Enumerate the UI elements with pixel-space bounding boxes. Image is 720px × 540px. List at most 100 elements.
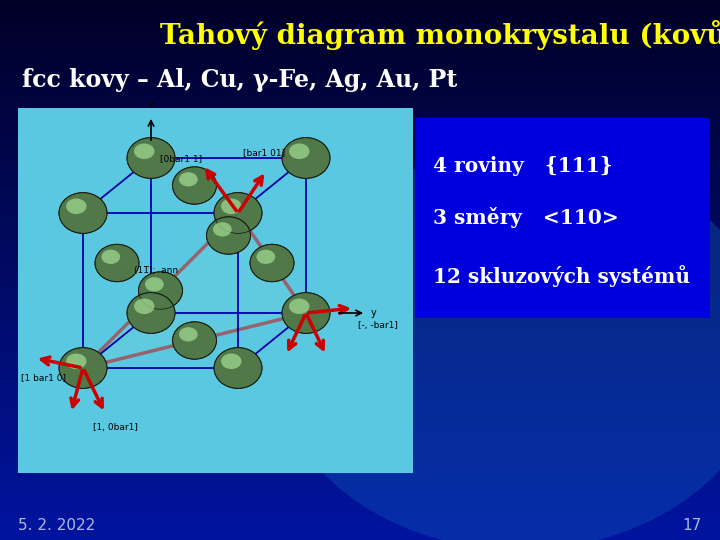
- Ellipse shape: [134, 144, 155, 159]
- Bar: [0, 313, 720, 319]
- Bar: [0, 270, 720, 275]
- Bar: [0, 275, 720, 281]
- Bar: [0, 454, 720, 459]
- Bar: [0, 329, 720, 335]
- Bar: [0, 221, 720, 227]
- Bar: [0, 432, 720, 437]
- Bar: [0, 367, 720, 373]
- Ellipse shape: [179, 172, 198, 186]
- Bar: [0, 297, 720, 302]
- Bar: [0, 211, 720, 216]
- Ellipse shape: [127, 138, 175, 178]
- Text: y: y: [371, 308, 377, 318]
- Bar: [0, 351, 720, 356]
- Bar: [0, 130, 720, 135]
- Bar: [0, 427, 720, 432]
- Bar: [0, 373, 720, 378]
- Bar: [0, 362, 720, 367]
- Ellipse shape: [173, 322, 217, 359]
- Bar: [0, 146, 720, 151]
- Bar: [0, 86, 720, 92]
- Text: 12 skluzových systémů: 12 skluzových systémů: [433, 265, 690, 287]
- Text: 4 roviny   {111}: 4 roviny {111}: [433, 156, 613, 176]
- Bar: [0, 265, 720, 270]
- Bar: [0, 383, 720, 389]
- FancyArrowPatch shape: [240, 177, 262, 211]
- Bar: [0, 216, 720, 221]
- FancyArrowPatch shape: [207, 171, 236, 211]
- FancyArrowPatch shape: [42, 357, 80, 367]
- Bar: [0, 535, 720, 540]
- Ellipse shape: [221, 354, 241, 369]
- Bar: [0, 281, 720, 286]
- Ellipse shape: [282, 293, 330, 333]
- Bar: [0, 243, 720, 248]
- Text: [1 bar1 0]: [1 bar1 0]: [21, 373, 66, 382]
- Bar: [0, 448, 720, 454]
- Ellipse shape: [270, 150, 720, 540]
- Ellipse shape: [289, 144, 310, 159]
- Bar: [0, 232, 720, 238]
- Bar: [0, 524, 720, 529]
- Ellipse shape: [214, 193, 262, 233]
- Ellipse shape: [256, 249, 275, 264]
- Bar: [0, 302, 720, 308]
- Ellipse shape: [66, 354, 86, 369]
- Bar: [0, 346, 720, 351]
- Bar: [0, 259, 720, 265]
- FancyArrowPatch shape: [71, 370, 82, 407]
- Text: fcc kovy – Al, Cu, γ-Fe, Ag, Au, Pt: fcc kovy – Al, Cu, γ-Fe, Ag, Au, Pt: [22, 68, 457, 92]
- Bar: [0, 286, 720, 292]
- Bar: [0, 151, 720, 157]
- Bar: [0, 22, 720, 27]
- Ellipse shape: [127, 293, 175, 333]
- Bar: [0, 319, 720, 324]
- Bar: [0, 324, 720, 329]
- Bar: [0, 70, 720, 76]
- Bar: [0, 0, 720, 5]
- Bar: [0, 513, 720, 518]
- Ellipse shape: [214, 348, 262, 388]
- Bar: [0, 459, 720, 464]
- Bar: [0, 200, 720, 205]
- Bar: [0, 238, 720, 243]
- Bar: [0, 157, 720, 162]
- Bar: [0, 194, 720, 200]
- Bar: [0, 292, 720, 297]
- Bar: [0, 248, 720, 254]
- Bar: [0, 464, 720, 470]
- Bar: [0, 119, 720, 124]
- Ellipse shape: [221, 199, 241, 214]
- FancyArrowPatch shape: [307, 315, 323, 349]
- Bar: [0, 437, 720, 443]
- Bar: [0, 97, 720, 103]
- Ellipse shape: [173, 167, 217, 204]
- Bar: [0, 421, 720, 427]
- Ellipse shape: [138, 272, 182, 309]
- Ellipse shape: [95, 244, 139, 282]
- Ellipse shape: [102, 249, 120, 264]
- Polygon shape: [83, 213, 306, 368]
- Bar: [0, 167, 720, 173]
- FancyArrowPatch shape: [309, 306, 347, 313]
- Bar: [0, 410, 720, 416]
- Bar: [0, 140, 720, 146]
- Text: (11̅);  ann: (11̅); ann: [134, 266, 178, 275]
- Bar: [0, 405, 720, 410]
- Bar: [0, 254, 720, 259]
- Bar: [0, 27, 720, 32]
- FancyArrowPatch shape: [289, 315, 305, 349]
- Bar: [0, 113, 720, 119]
- Bar: [0, 76, 720, 81]
- Bar: [0, 491, 720, 497]
- Bar: [0, 5, 720, 11]
- Bar: [0, 308, 720, 313]
- Ellipse shape: [59, 193, 107, 233]
- Bar: [0, 205, 720, 211]
- Bar: [0, 59, 720, 65]
- Bar: [0, 486, 720, 491]
- Bar: [0, 103, 720, 108]
- Ellipse shape: [250, 244, 294, 282]
- Text: Tahový diagram monokrystalu (kovů): Tahový diagram monokrystalu (kovů): [160, 20, 720, 50]
- Bar: [18, 108, 413, 473]
